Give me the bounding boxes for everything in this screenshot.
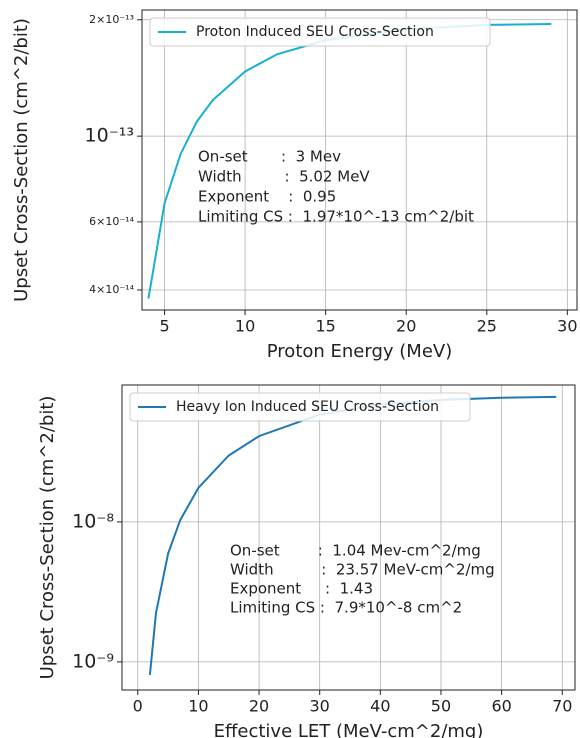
annotation: Exponent : 1.43	[230, 580, 373, 598]
legend-label: Heavy Ion Induced SEU Cross-Section	[176, 399, 439, 415]
data-line	[148, 395, 557, 676]
annotation: Limiting CS : 1.97*10^-13 cm^2/bit	[198, 208, 474, 226]
annotation: Width : 5.02 MeV	[198, 168, 370, 186]
x-tick-label: 30	[557, 317, 577, 336]
x-tick-label: 10	[188, 697, 208, 716]
x-tick-label: 20	[396, 317, 416, 336]
y-tick-label: 10⁻⁹	[72, 650, 114, 672]
annotation: On-set : 1.04 Mev-cm^2/mg	[230, 542, 481, 560]
x-tick-label: 20	[249, 697, 269, 716]
x-tick-label: 30	[310, 697, 330, 716]
annotation: Limiting CS : 7.9*10^-8 cm^2	[230, 599, 462, 617]
y-axis-label: Upset Cross-Section (cm^2/bit)	[11, 18, 32, 302]
x-tick-label: 15	[315, 317, 335, 336]
x-tick-label: 10	[235, 317, 255, 336]
legend-box	[129, 392, 471, 422]
x-tick-label: 40	[370, 697, 390, 716]
x-axis-label: Proton Energy (MeV)	[267, 341, 452, 362]
annotation: On-set : 3 Mev	[198, 148, 341, 166]
x-tick-label: 60	[491, 697, 511, 716]
x-tick-label: 70	[552, 697, 572, 716]
x-tick-label: 5	[159, 317, 169, 336]
y-axis-label: Upset Cross-Section (cm^2/bit)	[37, 396, 58, 680]
x-axis-label: Effective LET (MeV-cm^2/mg)	[214, 721, 484, 738]
legend-box	[149, 17, 491, 47]
plot-frame	[141, 9, 578, 311]
annotation: Exponent : 0.95	[198, 188, 336, 206]
x-tick-label: 25	[477, 317, 497, 336]
y-tick-label: 10⁻⁸	[72, 510, 114, 532]
x-tick-label: 50	[431, 697, 451, 716]
x-tick-label: 0	[133, 697, 143, 716]
annotation: Width : 23.57 MeV-cm^2/mg	[230, 561, 495, 579]
y-tick-label: 2×10⁻¹³	[89, 13, 134, 26]
y-tick-label: 4×10⁻¹⁴	[89, 283, 134, 296]
legend-label: Proton Induced SEU Cross-Section	[196, 24, 434, 40]
plot-frame	[121, 384, 576, 691]
y-tick-label: 10⁻¹³	[85, 125, 134, 147]
y-tick-label: 6×10⁻¹⁴	[89, 215, 134, 228]
